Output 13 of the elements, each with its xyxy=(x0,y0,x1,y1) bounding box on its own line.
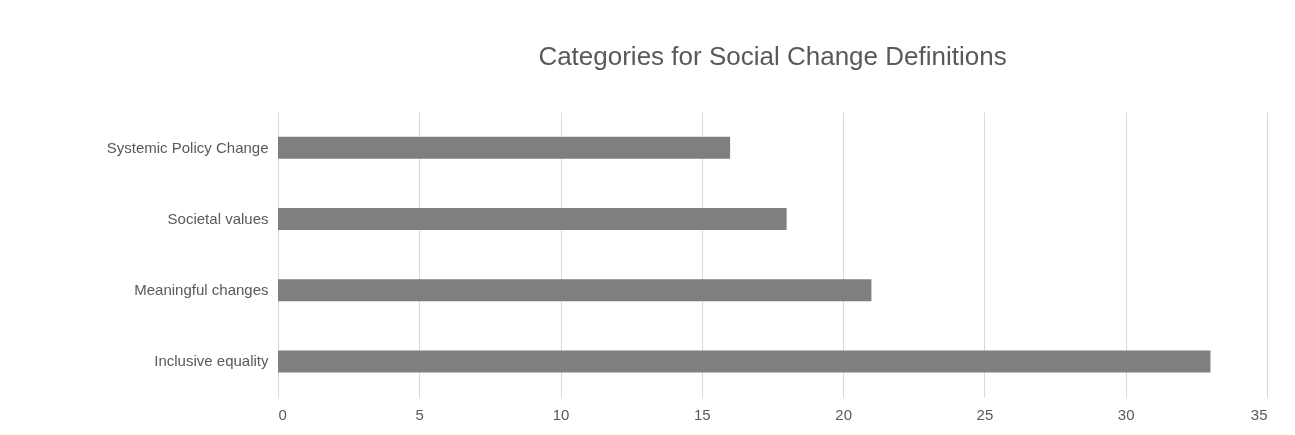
x-tick-label: 10 xyxy=(552,405,570,423)
y-tick-label: Systemic Policy Change xyxy=(106,138,269,156)
x-tick-label: 25 xyxy=(976,405,994,423)
x-tick-label: 35 xyxy=(1250,405,1268,423)
y-tick-label: Societal values xyxy=(167,209,269,227)
x-tick-label: 0 xyxy=(278,405,287,423)
x-tick-label: 30 xyxy=(1117,405,1135,423)
x-tick-label: 15 xyxy=(694,405,711,423)
x-tick-label: 20 xyxy=(835,405,852,423)
y-tick-label: Inclusive equality xyxy=(154,352,269,370)
chart-title: Categories for Social Change Definitions xyxy=(538,41,1007,71)
x-tick-label: 5 xyxy=(415,405,424,423)
y-tick-label: Meaningful changes xyxy=(134,281,269,299)
